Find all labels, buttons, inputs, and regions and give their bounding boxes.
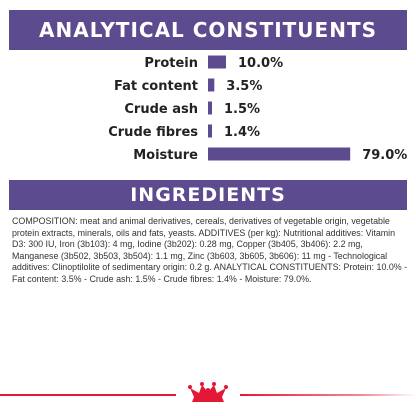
value-label: 79.0% <box>362 148 407 163</box>
bar <box>208 78 215 92</box>
analytical-constituents-title: ANALYTICAL CONSTITUENTS <box>39 18 377 42</box>
analytical-constituents-banner: ANALYTICAL CONSTITUENTS <box>9 10 407 50</box>
bar <box>208 55 226 69</box>
bar <box>208 147 351 161</box>
composition-text: COMPOSITION: meat and animal derivatives… <box>12 216 408 284</box>
footer-divider-right <box>240 394 416 396</box>
category-label: Moisture <box>133 148 198 163</box>
footer-divider-left <box>0 394 176 396</box>
value-label: 1.5% <box>224 102 260 117</box>
category-label: Crude ash <box>124 102 198 117</box>
bar <box>208 101 212 115</box>
ingredients-banner: INGREDIENTS <box>9 180 407 210</box>
value-label: 3.5% <box>226 79 262 94</box>
category-label: Crude fibres <box>108 125 198 140</box>
category-label: Fat content <box>114 79 198 94</box>
ingredients-title: INGREDIENTS <box>130 184 286 206</box>
value-label: 10.0% <box>238 56 283 71</box>
category-label: Protein <box>144 56 198 71</box>
royal-crown-logo-icon <box>188 382 228 402</box>
bar <box>208 124 212 138</box>
value-label: 1.4% <box>224 125 260 140</box>
